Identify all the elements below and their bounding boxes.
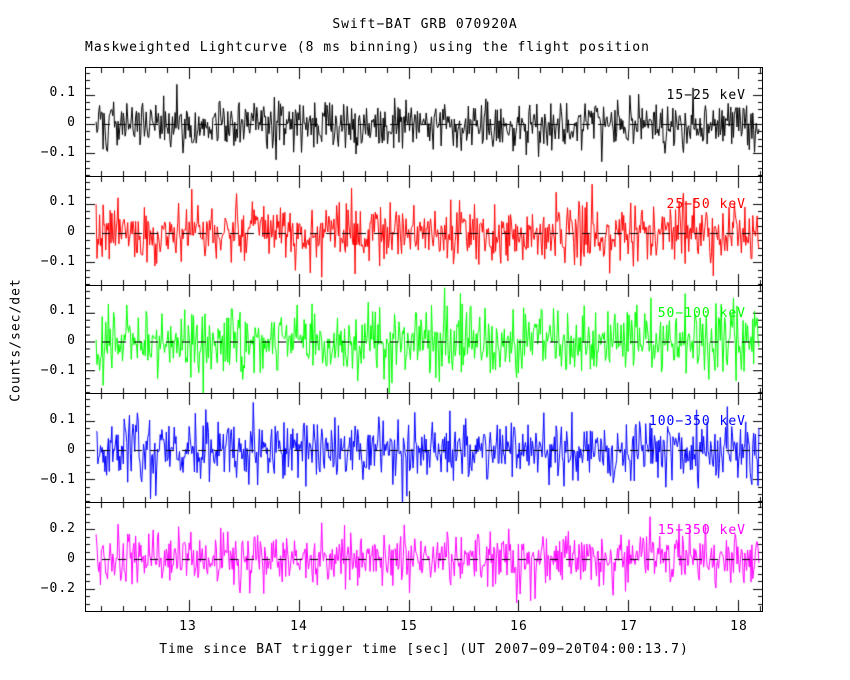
lightcurve-canvas [86, 503, 762, 611]
energy-band-label: 100−350 keV [648, 414, 746, 430]
y-tick-label: −0.1 [40, 254, 76, 269]
y-tick-label: 0 [67, 551, 76, 566]
lightcurve-canvas [86, 176, 762, 285]
panel-15-350kev: 15−350 keV [86, 503, 762, 611]
lightcurve-canvas [86, 394, 762, 503]
energy-band-label: 50−100 keV [657, 305, 746, 321]
y-tick-label: 0.2 [49, 521, 76, 536]
y-tick-label: 0 [67, 333, 76, 348]
y-axis-label: Counts/sec/det [8, 278, 24, 402]
y-tick-label: 0.1 [49, 412, 76, 427]
energy-band-label: 15−350 keV [657, 523, 746, 539]
y-tick-label: −0.1 [40, 145, 76, 160]
y-tick-label: −0.2 [40, 581, 76, 596]
plot-title: Swift−BAT GRB 070920A [332, 17, 518, 32]
panel-25-50kev: 25−50 keV [86, 176, 762, 286]
y-tick-label: 0 [67, 442, 76, 457]
plot-subtitle: Maskweighted Lightcurve (8 ms binning) u… [85, 40, 650, 55]
y-tick-label: −0.1 [40, 363, 76, 378]
x-tick-label: 15 [400, 619, 418, 634]
panel-100-350kev: 100−350 keV [86, 394, 762, 504]
x-tick-label: 14 [290, 619, 308, 634]
y-tick-label: 0 [67, 224, 76, 239]
energy-band-label: 25−50 keV [666, 196, 746, 212]
x-tick-label: 18 [730, 619, 748, 634]
lightcurve-canvas [86, 285, 762, 394]
panel-15-25kev: 15−25 keV [86, 68, 762, 177]
panel-50-100kev: 50−100 keV [86, 285, 762, 395]
energy-band-label: 15−25 keV [666, 88, 746, 103]
y-tick-label: 0.1 [49, 303, 76, 318]
x-tick-label: 16 [510, 619, 528, 634]
x-tick-label: 13 [179, 619, 197, 634]
y-tick-label: 0 [67, 115, 76, 130]
y-tick-label: 0.1 [49, 85, 76, 100]
y-tick-label: −0.1 [40, 472, 76, 487]
x-axis-label: Time since BAT trigger time [sec] (UT 20… [159, 642, 689, 657]
lightcurve-canvas [86, 68, 762, 176]
y-tick-label: 0.1 [49, 194, 76, 209]
plot-frame: 15−25 keV 25−50 keV 50−100 keV 100−350 k… [85, 67, 763, 612]
x-tick-label: 17 [620, 619, 638, 634]
